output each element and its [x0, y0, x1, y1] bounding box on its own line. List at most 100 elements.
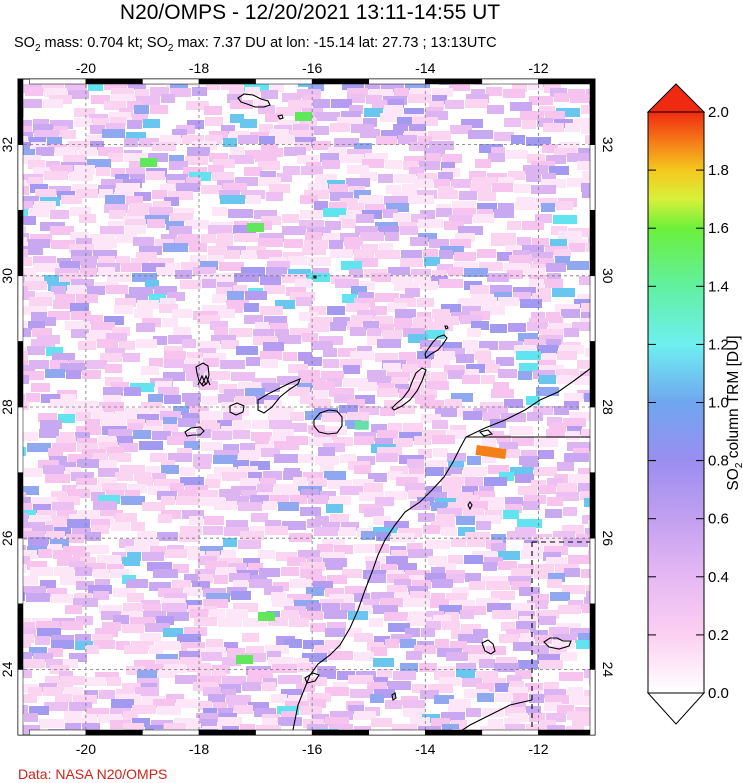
so2-pixel	[221, 125, 235, 134]
so2-pixel	[153, 699, 175, 708]
colorbar-tick-label: 1.4	[708, 278, 729, 295]
so2-pixel	[558, 605, 581, 614]
so2-pixel	[340, 359, 362, 368]
so2-pixel	[346, 628, 362, 637]
so2-pixel	[286, 287, 306, 296]
so2-pixel	[542, 173, 556, 182]
so2-pixel	[447, 453, 466, 462]
so2-pixel	[22, 531, 45, 540]
so2-pixel	[548, 323, 571, 332]
so2-pixel	[388, 99, 404, 108]
so2-pixel	[18, 576, 38, 585]
porto-santo-island	[277, 114, 284, 120]
so2-pixel	[360, 232, 384, 241]
so2-pixel	[374, 636, 390, 645]
so2-pixel	[347, 149, 372, 158]
so2-pixel	[168, 335, 192, 344]
so2-pixel	[111, 699, 134, 708]
so2-pixel	[109, 453, 131, 462]
so2-pixel	[410, 501, 430, 510]
so2-pixel	[164, 351, 186, 360]
so2-pixel	[63, 546, 86, 555]
so2-pixel	[145, 280, 159, 289]
so2-pixel	[483, 412, 500, 421]
so2-pixel-strong	[295, 112, 312, 121]
so2-pixel	[450, 125, 472, 134]
so2-pixel	[341, 522, 359, 531]
so2-pixel	[374, 689, 395, 698]
so2-pixel	[160, 298, 176, 307]
so2-pixel	[432, 435, 455, 444]
so2-pixel	[569, 243, 585, 252]
so2-pixel	[320, 153, 339, 162]
so2-pixel	[563, 418, 586, 427]
so2-pixel	[596, 705, 613, 714]
so2-pixel	[287, 557, 306, 566]
so2-pixel	[116, 234, 137, 243]
so2-pixel	[476, 598, 500, 607]
so2-pixel	[46, 521, 66, 530]
lon-tick-label-top: -14	[415, 60, 435, 76]
so2-pixel	[559, 672, 583, 681]
so2-pixel	[91, 519, 110, 528]
so2-pixel	[8, 737, 27, 746]
so2-pixel	[34, 201, 56, 210]
frame-bar-top	[29, 78, 87, 85]
so2-pixel	[30, 741, 55, 750]
so2-pixel	[449, 699, 471, 708]
so2-pixel	[550, 239, 567, 248]
so2-pixel	[596, 628, 610, 637]
so2-pixel	[448, 706, 465, 715]
so2-pixel	[462, 486, 478, 495]
so2-pixel	[66, 370, 81, 379]
so2-pixel	[199, 381, 218, 390]
so2-pixel	[300, 395, 315, 404]
so2-pixel	[361, 531, 375, 540]
so2-pixel	[74, 165, 95, 174]
so2-pixel	[233, 580, 248, 589]
so2-pixel	[134, 660, 155, 669]
so2-pixel	[346, 178, 370, 187]
so2-pixel	[136, 96, 160, 105]
so2-pixel	[38, 549, 52, 558]
so2-pixel	[458, 634, 483, 643]
so2-pixel	[469, 171, 486, 180]
so2-pixel	[367, 574, 386, 583]
so2-pixel	[51, 240, 75, 249]
so2-pixel	[162, 603, 187, 612]
so2-pixel	[189, 516, 203, 525]
so2-pixel	[53, 550, 72, 559]
so2-pixel	[234, 233, 258, 242]
so2-pixel	[315, 516, 329, 525]
so2-pixel	[492, 610, 517, 619]
so2-pixel	[512, 603, 535, 612]
so2-pixel	[520, 299, 542, 308]
so2-pixel	[482, 576, 507, 585]
so2-pixel	[65, 321, 90, 330]
so2-pixel	[18, 432, 38, 441]
so2-pixel	[367, 642, 384, 651]
so2-pixel	[350, 743, 375, 752]
so2-pixel	[277, 706, 299, 715]
so2-pixel	[354, 436, 374, 445]
so2-pixel	[93, 118, 109, 127]
so2-pixel	[425, 460, 447, 469]
so2-pixel	[272, 664, 297, 673]
so2-pixel	[453, 208, 476, 217]
coastal-islet-a	[467, 501, 473, 511]
so2-pixel	[370, 306, 387, 315]
so2-pixel	[518, 486, 537, 495]
so2-pixel	[49, 186, 71, 195]
so2-pixel	[491, 591, 515, 600]
so2-pixel	[330, 249, 353, 258]
so2-pixel	[375, 353, 398, 362]
so2-pixel	[503, 89, 525, 98]
so2-pixel	[508, 171, 525, 180]
la-palma-island	[195, 362, 210, 387]
so2-pixel	[465, 573, 481, 582]
so2-pixel	[21, 659, 45, 668]
so2-pixel	[420, 281, 438, 290]
so2-pixel	[175, 270, 192, 279]
so2-pixel	[429, 239, 449, 248]
so2-pixel	[27, 561, 47, 570]
